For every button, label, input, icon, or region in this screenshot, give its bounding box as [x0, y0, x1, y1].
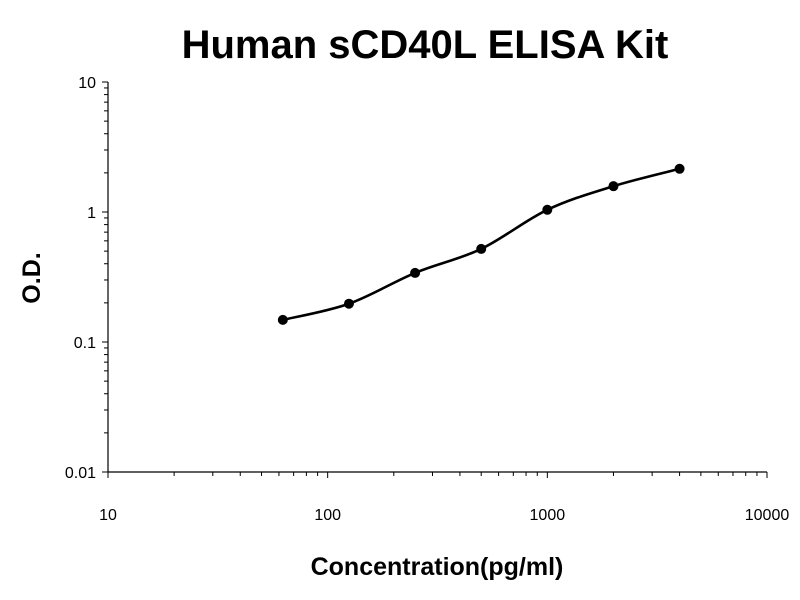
plot-area: 0.01 0.1 1 10 10 100 1000 10000 [65, 75, 789, 524]
data-point [674, 163, 685, 174]
x-tick-label: 10 [99, 507, 117, 524]
y-tick-label: 10 [78, 75, 96, 92]
y-tick-label: 0.01 [65, 465, 96, 482]
x-tick-label: 100 [314, 507, 341, 524]
data-point [410, 267, 421, 278]
data-point [608, 181, 619, 192]
data-point [277, 314, 288, 325]
x-tick-label: 1000 [530, 507, 566, 524]
data-point [476, 243, 487, 254]
y-axis-label: O.D. [18, 252, 46, 303]
x-axis-label: Concentration(pg/ml) [311, 553, 564, 581]
y-tick-label: 1 [87, 205, 96, 222]
data-point [343, 298, 354, 309]
chart-title: Human sCD40L ELISA Kit [182, 23, 669, 67]
y-tick-label: 0.1 [74, 335, 96, 352]
x-tick-label: 10000 [745, 507, 790, 524]
data-point [542, 204, 553, 215]
